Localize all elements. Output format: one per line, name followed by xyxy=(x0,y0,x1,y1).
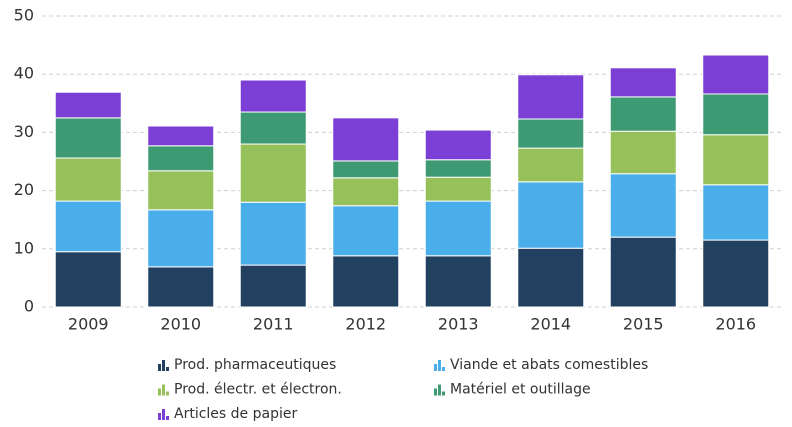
x-tick-label: 2014 xyxy=(530,315,571,334)
bar-segment xyxy=(332,255,400,308)
legend-icon xyxy=(438,360,441,371)
bar-segment xyxy=(702,54,770,95)
legend-icon xyxy=(442,391,445,396)
x-tick-label: 2013 xyxy=(438,315,479,334)
bar-segment xyxy=(517,247,585,308)
legend-icon xyxy=(442,367,445,371)
bar-segment xyxy=(54,117,122,159)
bar-segment xyxy=(702,239,770,308)
bar-segment xyxy=(54,251,122,308)
bar-segment xyxy=(517,147,585,183)
bar-segment xyxy=(609,96,677,132)
bar-segment xyxy=(239,111,307,145)
bar-segment xyxy=(702,134,770,186)
legend-label: Matériel et outillage xyxy=(450,382,591,398)
y-tick-label: 10 xyxy=(14,238,34,257)
legend-label: Viande et abats comestibles xyxy=(450,357,648,373)
bar-segment xyxy=(517,118,585,149)
bar-segment xyxy=(147,209,215,268)
bar-segment xyxy=(54,91,122,119)
bar-segment xyxy=(54,157,122,202)
bar-segment xyxy=(702,93,770,136)
y-tick-label: 30 xyxy=(14,122,34,141)
bar-segment xyxy=(147,266,215,308)
bar-segment xyxy=(332,160,400,179)
legend-icon xyxy=(166,416,169,420)
bar-segment xyxy=(424,159,492,178)
legend-label: Prod. électr. et électron. xyxy=(174,382,342,398)
bar-segment xyxy=(424,176,492,202)
bar-segment xyxy=(609,173,677,238)
bar-segment xyxy=(332,117,400,162)
bar-segment xyxy=(609,236,677,308)
bar-segment xyxy=(424,200,492,257)
legend-icon xyxy=(438,384,441,396)
bar-segment xyxy=(147,145,215,172)
x-tick-label: 2010 xyxy=(160,315,201,334)
legend-icon xyxy=(158,388,161,396)
bar-segment xyxy=(239,79,307,113)
bar-segment xyxy=(702,184,770,241)
y-tick-label: 50 xyxy=(14,6,34,25)
bar-segment xyxy=(239,201,307,266)
bar-segment xyxy=(147,170,215,211)
legend-icon xyxy=(162,409,165,420)
legend-icon xyxy=(162,360,165,371)
bar-segment xyxy=(54,200,122,253)
legend-label: Prod. pharmaceutiques xyxy=(174,357,336,373)
bar-segment xyxy=(239,143,307,203)
x-tick-label: 2015 xyxy=(623,315,664,334)
bar-segment xyxy=(517,181,585,249)
legend-icon xyxy=(162,384,165,396)
bar-segment xyxy=(517,74,585,120)
bar-segment xyxy=(332,205,400,257)
y-tick-label: 0 xyxy=(24,297,34,316)
legend-icon xyxy=(158,364,161,371)
bar-segment xyxy=(332,177,400,207)
bar-segment xyxy=(609,67,677,98)
bar-segment xyxy=(147,125,215,147)
y-tick-label: 40 xyxy=(14,64,34,83)
legend-icon xyxy=(434,388,437,396)
legend-icon xyxy=(434,364,437,371)
bar-segment xyxy=(609,130,677,175)
legend-icon xyxy=(158,413,161,420)
bar-segment xyxy=(239,264,307,308)
x-tick-label: 2011 xyxy=(253,315,294,334)
legend-label: Articles de papier xyxy=(174,406,297,422)
bar-segment xyxy=(424,255,492,308)
x-tick-label: 2009 xyxy=(68,315,109,334)
legend-icon xyxy=(166,367,169,371)
x-tick-label: 2012 xyxy=(345,315,386,334)
x-tick-label: 2016 xyxy=(715,315,756,334)
y-tick-label: 20 xyxy=(14,180,34,199)
bar-segment xyxy=(424,129,492,161)
legend-icon xyxy=(166,391,169,396)
